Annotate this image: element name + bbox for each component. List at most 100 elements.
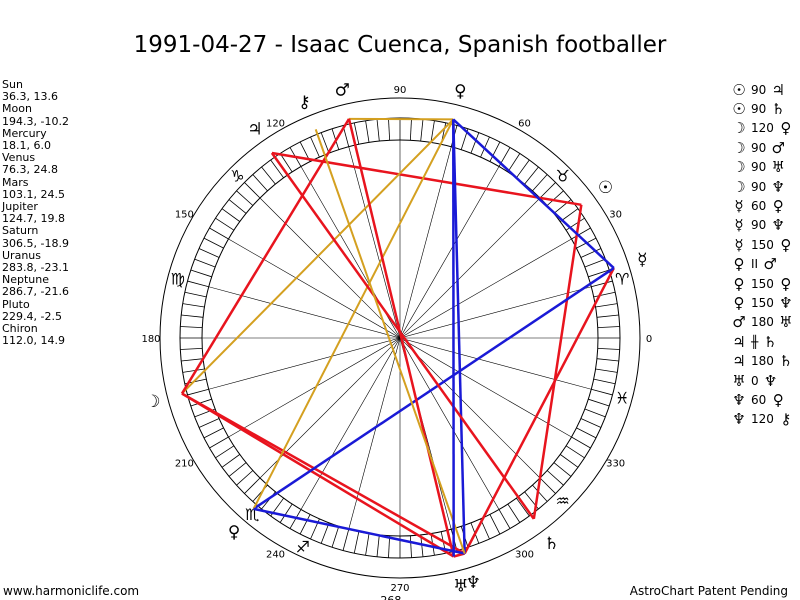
aspect-row: ♅ 0 ♆ [730,371,795,390]
aspect-planet-a: ☽ [732,119,746,138]
planet-coords: 283.8, -23.1 [2,261,69,275]
aspect-planet-a: ♀ [733,255,745,274]
aspect-line [314,129,466,554]
degree-tick [597,326,620,329]
degree-label: 150 [175,210,194,221]
aspect-line [532,204,583,520]
aspect-value: ╫ [751,334,759,349]
aspect-line [452,118,615,270]
sign-glyph: ♉ [555,166,569,185]
degree-tick [546,470,564,486]
degree-label: 180 [141,334,160,345]
degree-tick [261,166,276,185]
degree-tick [184,291,207,298]
aspect-value: 90 [751,82,767,97]
aspect-row: ☽ 90 ♆ [730,177,795,196]
planet-name: Venus [2,151,36,165]
planet-glyph: ♂ [335,81,350,101]
aspect-line [347,118,455,557]
degree-tick [376,119,380,142]
degree-tick [209,436,229,449]
aspect-row: ♀ II ♂ [730,255,795,274]
aspect-line [181,118,454,395]
aspect-value: 150 [751,237,774,252]
degree-label: 240 [266,550,285,561]
degree-tick [420,119,424,142]
degree-label: 60 [518,118,531,129]
degree-tick [244,477,261,494]
planet-glyph: ♀ [454,81,466,101]
aspect-planet-a: ☉ [732,100,746,119]
degree-tick [596,314,619,318]
degree-tick [198,418,220,428]
aspect-planet-b: ♂ [771,138,785,157]
degree-tick [228,462,247,477]
aspect-line [270,152,535,520]
degree-tick [236,190,254,206]
footer-website[interactable]: www.harmoniclife.com [3,584,140,598]
degree-tick [203,427,224,439]
degree-tick [376,534,380,557]
degree-tick [279,153,293,173]
aspect-row: ♂ 180 ♅ [730,313,795,332]
aspect-planet-a: ♃ [732,352,746,371]
degree-tick [593,378,616,385]
degree-tick [546,190,564,206]
degree-tick [584,408,606,418]
planet-glyph: ☽ [145,392,160,412]
degree-label: 30 [609,210,622,221]
degree-label: 90 [394,85,407,96]
aspect-planet-b: ♆ [771,177,785,196]
aspect-planet-b: ♀ [780,235,792,254]
degree-tick [215,217,235,231]
sign-glyph: ♈ [615,269,629,288]
aspect-row: ♃ 180 ♄ [730,351,795,370]
planet-glyphs: ☉ ☽ ☿ ♀ ♂ ♃ ♄ ♅♆ ♀ ⚷ [145,81,647,597]
aspect-value: 120 [751,121,774,136]
wheel-spoke [208,286,592,390]
planet-position-list: Sun 36.3, 13.6 Moon 194.3, -10.2 Mercury 18.1… [2,78,69,347]
degree-tick [180,326,203,329]
aspect-planet-a: ♀ [733,274,745,293]
degree-tick [507,153,521,173]
aspect-line [348,117,454,121]
degree-tick [190,269,212,278]
aspect-planet-b: ♀ [772,390,784,409]
degree-tick [182,303,205,308]
aspect-row: ☿ 150 ♀ [730,235,795,254]
aspect-value: 90 [751,102,767,117]
degree-tick [194,258,216,268]
degree-tick [289,509,302,529]
degree-tick [507,503,521,523]
aspect-value: 150 [751,276,774,291]
planet-coords: 76.3, 24.8 [2,163,58,177]
aspect-line [181,392,466,555]
aspect-planet-b: ♆ [779,293,793,312]
aspect-planet-a: ♅ [732,371,746,390]
aspect-value: II [751,257,759,272]
aspect-planet-a: ♃ [732,332,746,351]
degree-tick [580,418,602,428]
planet-glyph: ♃ [247,119,262,139]
planet-glyph: ♅ [453,577,468,597]
aspect-value: 90 [751,179,767,194]
degree-label: 210 [175,459,194,470]
degree-tick [320,132,330,154]
degree-tick [181,358,204,362]
degree-tick [190,398,212,407]
aspect-planet-a: ☽ [732,177,746,196]
aspect-planet-b: ♅ [779,313,793,332]
aspect-row: ♀ 150 ♆ [730,293,795,312]
aspect-row: ☽ 90 ♅ [730,158,795,177]
degree-tick [409,118,412,141]
degree-tick [580,248,602,258]
aspect-line [252,267,615,510]
aspect-planet-a: ☉ [732,80,746,99]
aspect-planet-b: ♄ [771,100,785,119]
sign-glyph: ♓ [615,389,629,408]
degree-tick [215,445,235,459]
degree-tick [221,208,241,222]
degree-tick [470,132,480,154]
planet-name: Saturn [2,224,39,238]
